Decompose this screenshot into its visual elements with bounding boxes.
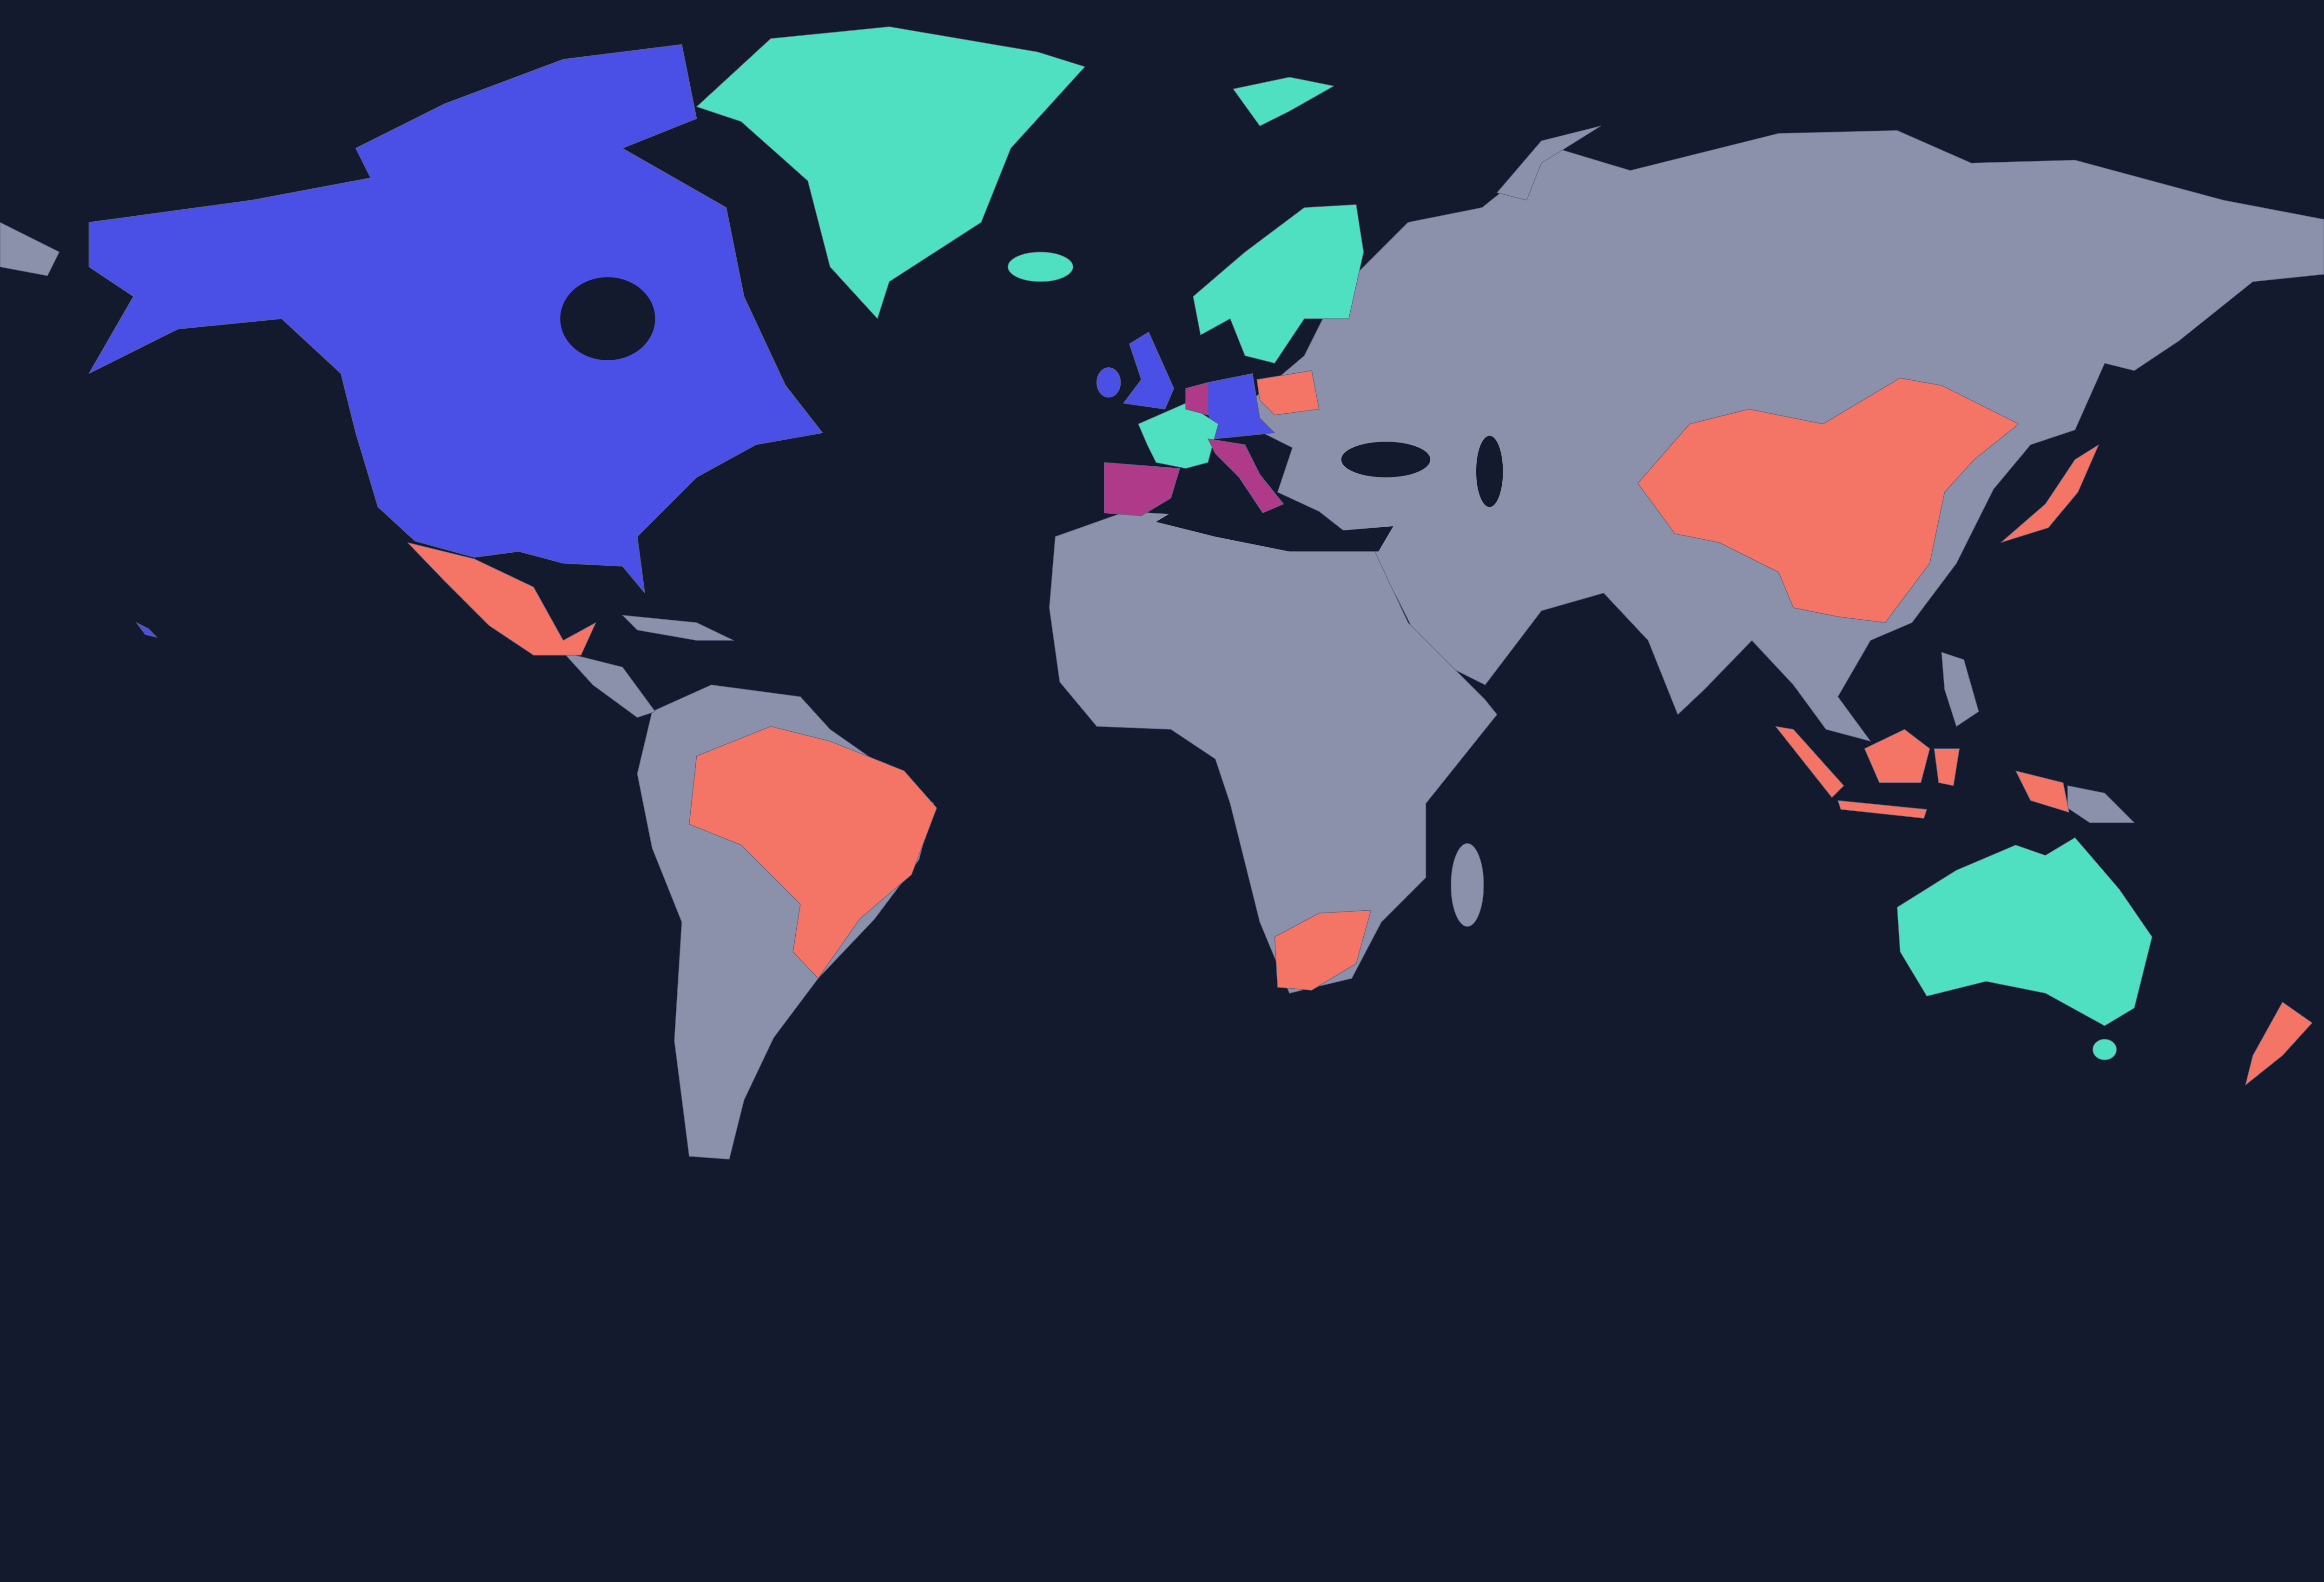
- country-central-america[interactable]: [563, 652, 656, 718]
- country-sumatra[interactable]: [1775, 726, 1844, 798]
- world-map: [0, 26, 2324, 1160]
- country-brazil[interactable]: [689, 726, 937, 979]
- country-australia[interactable]: [1896, 837, 2152, 1026]
- country-benelux[interactable]: [1185, 382, 1208, 416]
- country-borneo[interactable]: [1864, 729, 1930, 783]
- country-madagascar[interactable]: [1451, 843, 1484, 927]
- country-united-kingdom[interactable]: [1123, 331, 1175, 410]
- group-coral: [407, 370, 2313, 1086]
- group-magenta: [1104, 382, 1284, 516]
- country-italy[interactable]: [1208, 438, 1284, 513]
- country-ireland[interactable]: [1096, 367, 1121, 398]
- country-mexico[interactable]: [407, 542, 596, 656]
- country-scandinavia-arctic[interactable]: [1497, 126, 1601, 201]
- country-spain-portugal[interactable]: [1104, 462, 1180, 516]
- group-blue: [88, 44, 1275, 638]
- country-canada-usa[interactable]: [88, 44, 823, 594]
- black-sea: [1341, 442, 1431, 477]
- country-poland[interactable]: [1256, 370, 1320, 416]
- country-south-africa[interactable]: [1274, 910, 1372, 991]
- country-svalbard[interactable]: [1233, 77, 1334, 126]
- country-china[interactable]: [1637, 377, 2019, 623]
- country-iceland[interactable]: [1007, 252, 1074, 282]
- country-caribbean[interactable]: [622, 615, 734, 641]
- country-scandinavia[interactable]: [1193, 204, 1364, 364]
- country-new-zealand[interactable]: [2245, 1001, 2313, 1086]
- country-philippines[interactable]: [1941, 652, 1979, 727]
- hudson-bay: [560, 277, 655, 360]
- country-java[interactable]: [1837, 800, 1928, 819]
- country-sulawesi[interactable]: [1934, 748, 1960, 786]
- caspian-sea: [1476, 436, 1503, 507]
- country-japan[interactable]: [2000, 444, 2099, 543]
- country-hawaii[interactable]: [136, 622, 158, 638]
- mediterranean-sea: [1156, 504, 1393, 552]
- country-papua[interactable]: [2015, 770, 2070, 813]
- country-alaska-tip[interactable]: [0, 222, 60, 276]
- group-teal: [696, 26, 2152, 1060]
- country-greenland[interactable]: [696, 26, 1085, 319]
- country-tasmania[interactable]: [2092, 1039, 2117, 1060]
